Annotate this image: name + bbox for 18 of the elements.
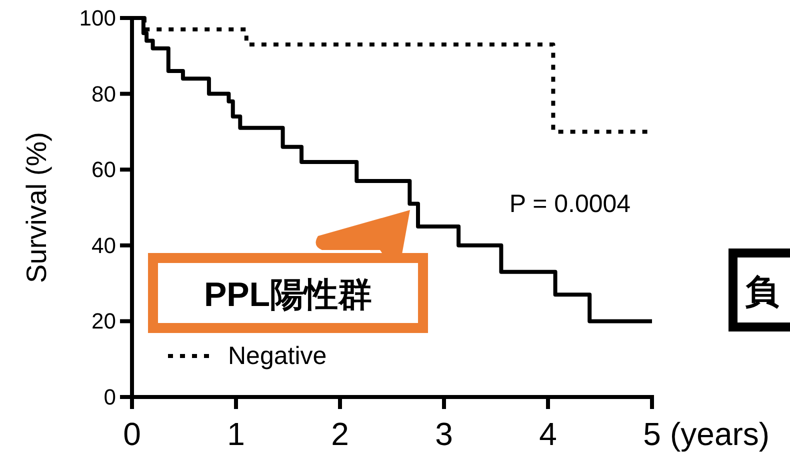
x-tick-label: 2 xyxy=(331,416,349,452)
x-axis-title: (years) xyxy=(670,416,770,452)
x-tick-label: 3 xyxy=(435,416,453,452)
y-tick-label: 0 xyxy=(104,384,116,410)
y-tick-label: 100 xyxy=(79,6,116,30)
x-tick-label: 0 xyxy=(123,416,141,452)
text: 負 xyxy=(745,273,780,311)
series-label: PPL陽性群 xyxy=(204,276,372,314)
x-tick-label: 1 xyxy=(227,416,245,452)
y-tick-label: 20 xyxy=(92,308,116,334)
y-tick-label: 80 xyxy=(92,81,116,106)
x-tick-label: 4 xyxy=(539,416,557,452)
y-tick-label: 60 xyxy=(92,157,116,182)
y-tick-label: 40 xyxy=(92,232,116,258)
x-tick-label: 5 xyxy=(643,416,661,452)
y-axis-title: Survival (%) xyxy=(21,132,52,283)
legend-label: Negative xyxy=(228,342,327,370)
annotation: P = 0.0004 xyxy=(509,190,631,218)
